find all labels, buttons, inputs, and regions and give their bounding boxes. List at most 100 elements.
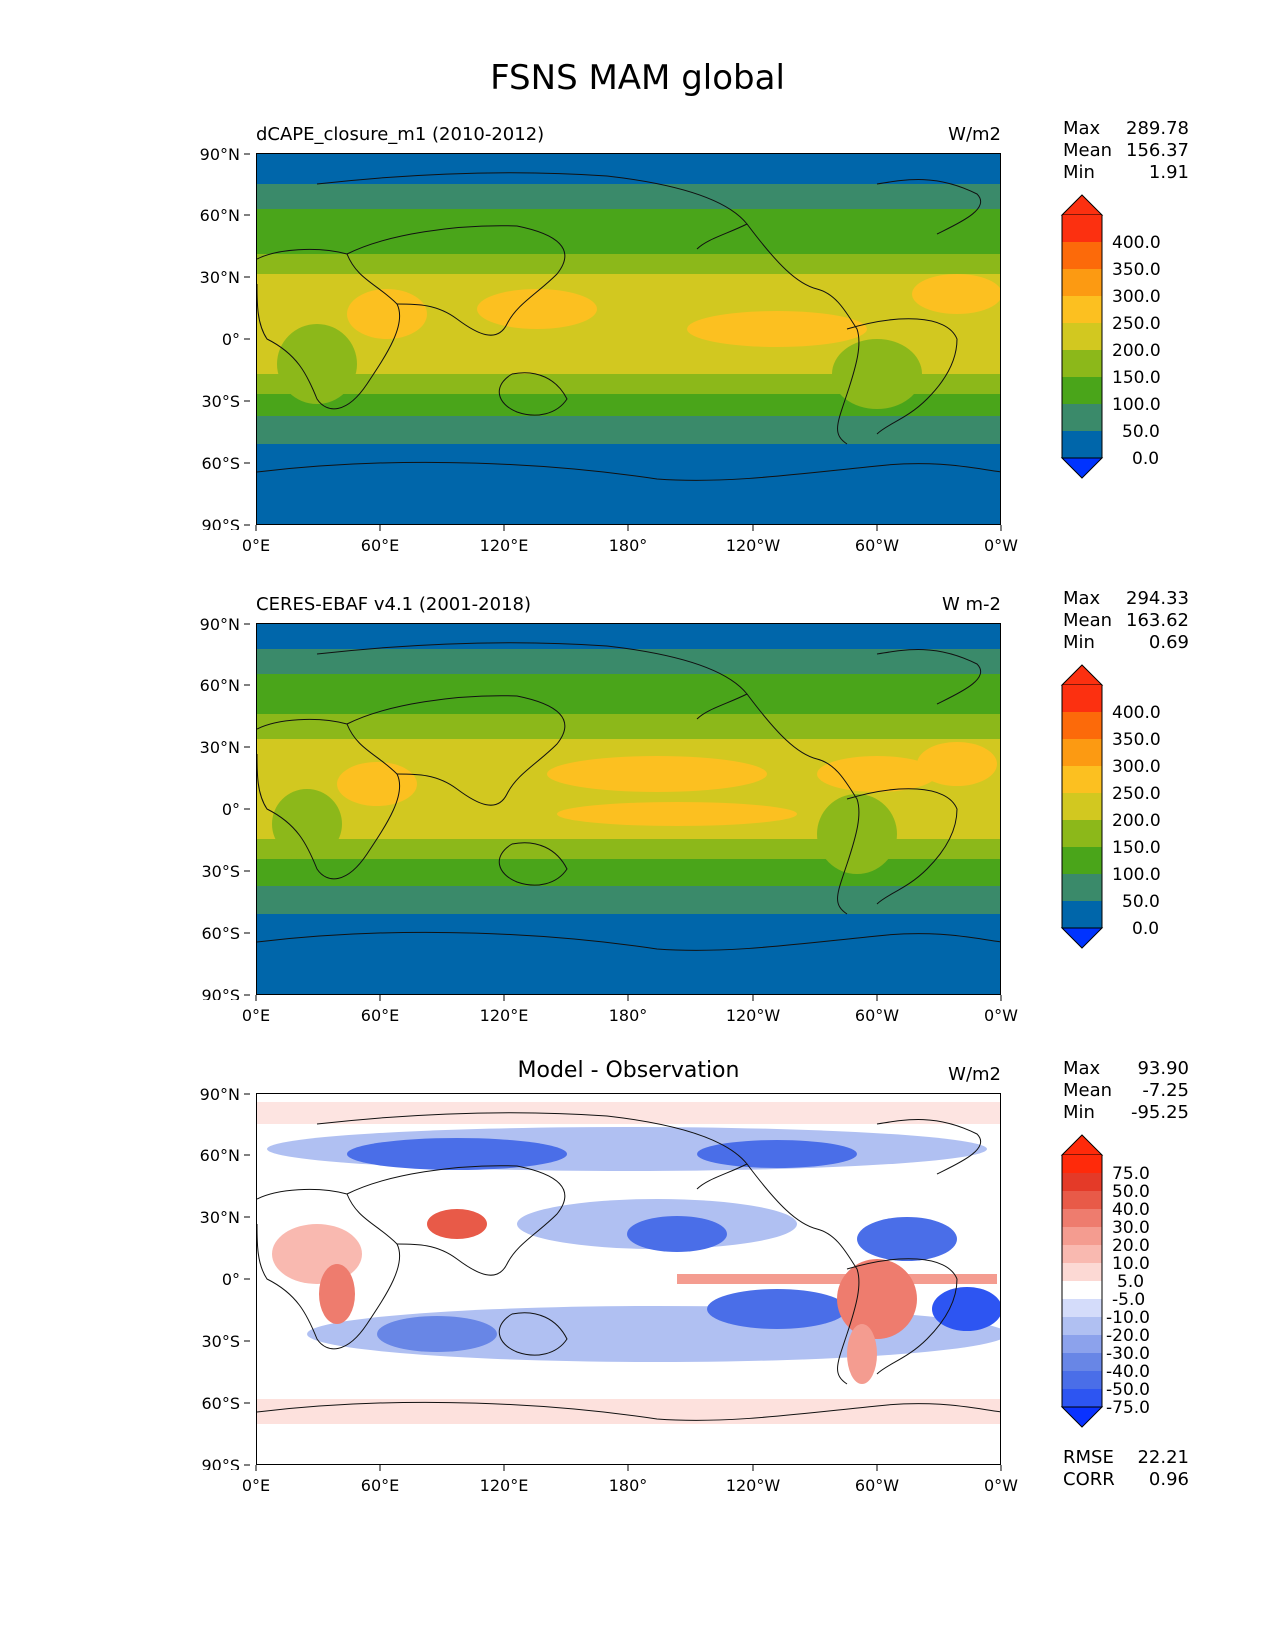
panel-2-lon-axis: 0°E 60°E 120°E 180° 120°W 60°W 0°W [242, 995, 1018, 1025]
cb3-tick: 40.0 [1112, 1200, 1150, 1220]
cb3-tick: 50.0 [1112, 1182, 1150, 1202]
lat-tick: 60°N [200, 206, 240, 225]
cb3-tick: 75.0 [1112, 1164, 1150, 1184]
lon-tick: 180° [609, 1006, 648, 1025]
lon-tick: 180° [609, 1476, 648, 1495]
panel-1-map [256, 153, 1001, 525]
panel-2-min-value: 0.69 [1148, 632, 1189, 653]
lon-tick: 120°E [480, 1006, 529, 1025]
lat-tick: 90°S [201, 516, 240, 530]
lat-tick: 90°N [200, 145, 240, 164]
panel-2-max-label: Max [1063, 588, 1101, 609]
panel-2-max-value: 294.33 [1126, 588, 1189, 609]
panel-3-corr-value: 0.96 [1148, 1469, 1189, 1490]
panel-3-mean-value: -7.25 [1142, 1080, 1189, 1101]
panel-3-map [256, 1093, 1001, 1465]
cb3-tick: 5.0 [1117, 1272, 1144, 1292]
panel-2-map [256, 623, 1001, 995]
lat-tick: 0° [222, 1270, 240, 1289]
lat-tick: 60°N [200, 676, 240, 695]
lat-tick: 30°S [201, 392, 240, 411]
lat-tick: 90°N [200, 1085, 240, 1104]
lon-tick: 0°E [242, 1476, 270, 1495]
cb1-tick-300: 300.0 [1112, 287, 1161, 307]
cb1-tick-350: 350.0 [1112, 260, 1161, 280]
cb2-tick-200: 200.0 [1112, 811, 1161, 831]
cb1-tick-50: 50.0 [1122, 422, 1160, 442]
lat-tick: 30°S [201, 1332, 240, 1351]
panel-1-max-value: 289.78 [1126, 118, 1189, 139]
cb2-tick-50: 50.0 [1122, 892, 1160, 912]
lat-tick: 90°N [200, 615, 240, 634]
cb3-tick: 30.0 [1112, 1218, 1150, 1238]
cb2-tick-0: 0.0 [1132, 919, 1159, 939]
cb1-tick-200: 200.0 [1112, 341, 1161, 361]
cb3-tick: -10.0 [1106, 1308, 1150, 1328]
lon-tick: 60°E [361, 1006, 399, 1025]
lat-tick: 90°S [201, 986, 240, 1000]
lon-tick: 120°E [480, 536, 529, 555]
cb2-tick-250: 250.0 [1112, 784, 1161, 804]
cb1-tick-0: 0.0 [1132, 449, 1159, 469]
lon-tick: 60°W [855, 1476, 899, 1495]
lat-tick: 30°S [201, 862, 240, 881]
cb1-tick-150: 150.0 [1112, 368, 1161, 388]
panel-1-mean-label: Mean [1063, 140, 1113, 161]
lat-tick: 60°S [201, 454, 240, 473]
lon-tick: 0°W [984, 536, 1018, 555]
panel-1-lat-axis: 90°N 60°N 30°N 0° 30°S 60°S 90°S [200, 145, 250, 530]
panel-2-min-label: Min [1063, 632, 1095, 653]
lon-tick: 60°W [855, 1006, 899, 1025]
cb3-tick: -50.0 [1106, 1380, 1150, 1400]
lon-tick: 120°W [726, 536, 781, 555]
panel-1-mean-value: 156.37 [1126, 140, 1189, 161]
lat-tick: 30°N [200, 268, 240, 287]
panel-1-max-label: Max [1063, 118, 1101, 139]
lon-tick: 0°W [984, 1476, 1018, 1495]
lat-tick: 60°S [201, 924, 240, 943]
lon-tick: 0°E [242, 1006, 270, 1025]
panel-3-min-value: -95.25 [1130, 1102, 1189, 1123]
lat-tick: 0° [222, 330, 240, 349]
lon-tick: 60°W [855, 536, 899, 555]
figure-title: FSNS MAM global [490, 58, 785, 98]
cb2-tick-350: 350.0 [1112, 730, 1161, 750]
cb3-tick: 20.0 [1112, 1236, 1150, 1256]
cb2-tick-150: 150.0 [1112, 838, 1161, 858]
lon-tick: 120°E [480, 1476, 529, 1495]
panel-1-min-label: Min [1063, 162, 1095, 183]
lon-tick: 0°E [242, 536, 270, 555]
cb3-tick: -75.0 [1106, 1398, 1150, 1418]
panel-3-max-label: Max [1063, 1058, 1101, 1079]
lat-tick: 30°N [200, 1208, 240, 1227]
panel-1-title: dCAPE_closure_m1 (2010-2012) [256, 124, 545, 145]
lon-tick: 120°W [726, 1476, 781, 1495]
panel-2-title: CERES-EBAF v4.1 (2001-2018) [256, 594, 532, 615]
lon-tick: 60°E [361, 536, 399, 555]
lat-tick: 30°N [200, 738, 240, 757]
lon-tick: 60°E [361, 1476, 399, 1495]
panel-3-lat-axis: 90°N 60°N 30°N 0° 30°S 60°S 90°S [200, 1085, 250, 1470]
panel-3-rmse-label: RMSE [1063, 1447, 1114, 1468]
panel-3-max-value: 93.90 [1137, 1058, 1189, 1079]
cb2-tick-400: 400.0 [1112, 703, 1161, 723]
panel-2-colorbar: 400.0 350.0 300.0 250.0 200.0 150.0 100.… [1060, 664, 1161, 949]
panel-3-lon-axis: 0°E 60°E 120°E 180° 120°W 60°W 0°W [242, 1465, 1018, 1495]
panel-3-corr-label: CORR [1063, 1469, 1115, 1490]
cb3-tick: -20.0 [1106, 1326, 1150, 1346]
panel-1-colorbar: 400.0 350.0 300.0 250.0 200.0 150.0 100.… [1060, 194, 1161, 479]
cb2-tick-300: 300.0 [1112, 757, 1161, 777]
panel-1-min-value: 1.91 [1148, 162, 1189, 183]
panel-3-mean-label: Mean [1063, 1080, 1113, 1101]
lat-tick: 60°N [200, 1146, 240, 1165]
panel-2-mean-value: 163.62 [1126, 610, 1189, 631]
panel-2-units: W m-2 [941, 594, 1001, 615]
panel-3-units: W/m2 [948, 1064, 1001, 1085]
lon-tick: 120°W [726, 1006, 781, 1025]
cb1-tick-400: 400.0 [1112, 233, 1161, 253]
cb3-tick: -30.0 [1106, 1344, 1150, 1364]
lon-tick: 0°W [984, 1006, 1018, 1025]
panel-3-min-label: Min [1063, 1102, 1095, 1123]
panel-1-units: W/m2 [948, 124, 1001, 145]
cb2-tick-100: 100.0 [1112, 865, 1161, 885]
